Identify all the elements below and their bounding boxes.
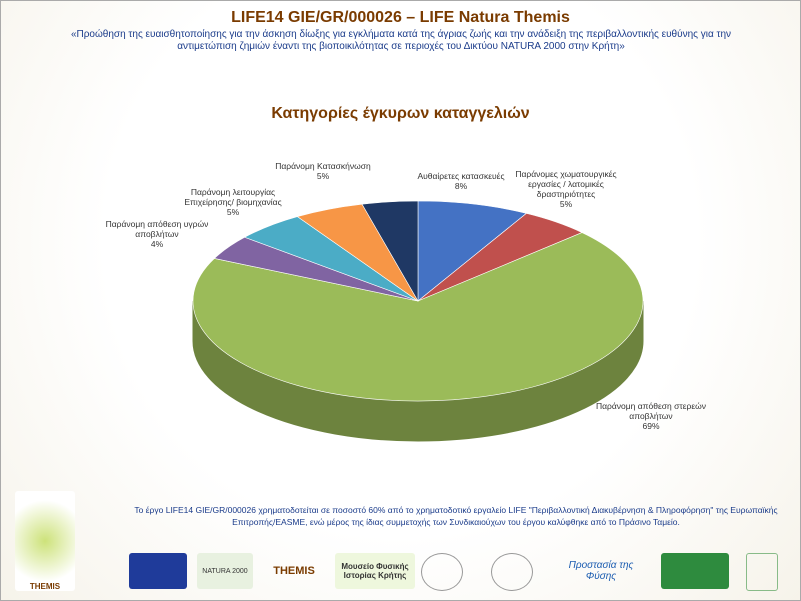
data-label: Παράνομη λειτουργίας Επιχείρησης/ βιομηχ…	[173, 187, 293, 217]
logo: Προστασία της Φύσης	[568, 560, 634, 582]
value-label: 5%	[316, 171, 330, 181]
category-label: Παράνομη Κατασκήνωση	[275, 161, 371, 171]
category-label: Παράνομες χωματουργικές εργασίες / λατομ…	[515, 169, 617, 199]
slice	[361, 200, 419, 303]
value-label: 5%	[559, 199, 573, 209]
data-label: Παράνομες χωματουργικές εργασίες / λατομ…	[506, 169, 626, 209]
pie-chart	[192, 200, 644, 442]
footer-text: Το έργο LIFE14 GIE/GR/000026 χρηματοδοτε…	[134, 505, 778, 527]
logo	[746, 553, 778, 591]
slice	[417, 200, 528, 302]
data-label: Παράνομη απόθεση στερεών αποβλήτων 69%	[591, 401, 711, 431]
title: LIFE14 GIE/GR/000026 – LIFE Natura Themi…	[231, 9, 570, 26]
logo: NATURA 2000	[197, 553, 253, 589]
logo: THEMIS	[15, 491, 75, 591]
subtitle: «Προώθηση της ευαισθητοποίησης για την ά…	[70, 29, 732, 52]
data-label: Αυθαίρετες κατασκευές 8%	[401, 171, 521, 191]
value-label: 4%	[150, 239, 164, 249]
eu-logo	[129, 553, 187, 589]
data-label: Παράνομη Κατασκήνωση 5%	[263, 161, 383, 181]
slice	[192, 232, 644, 402]
category-label: Αυθαίρετες κατασκευές	[417, 171, 505, 181]
data-label: Παράνομη απόθεση υγρών αποβλήτων 4%	[97, 219, 217, 249]
logo	[661, 553, 729, 589]
category-label: Παράνομη απόθεση υγρών αποβλήτων	[105, 219, 209, 239]
value-label: 8%	[454, 181, 468, 191]
category-label: Παράνομη λειτουργίας Επιχείρησης/ βιομηχ…	[184, 187, 282, 207]
logo: THEMIS	[273, 565, 315, 577]
value-label: 5%	[226, 207, 240, 217]
logo	[421, 553, 463, 591]
logo	[491, 553, 533, 591]
logo: Μουσείο Φυσικής Ιστορίας Κρήτης	[335, 553, 415, 589]
category-label: Παράνομη απόθεση στερεών αποβλήτων	[595, 401, 707, 421]
value-label: 69%	[642, 421, 660, 431]
chart-title: Κατηγορίες έγκυρων καταγγελιών	[271, 105, 530, 122]
